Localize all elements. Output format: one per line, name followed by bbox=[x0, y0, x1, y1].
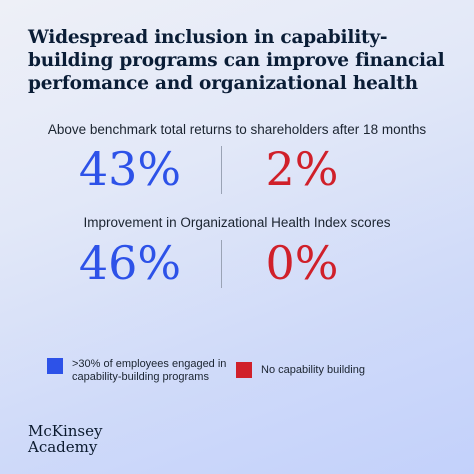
chart-title: Widespread inclusion in capability-build… bbox=[28, 27, 445, 94]
brand-line-1: McKinsey bbox=[28, 422, 103, 440]
legend-swatch-blue bbox=[47, 358, 63, 374]
legend-item-no-capability: No capability building bbox=[236, 362, 436, 378]
stat-no-capability-tsr: 2% bbox=[265, 142, 339, 196]
brand-line-2: Academy bbox=[28, 438, 98, 456]
legend-label-no-capability: No capability building bbox=[261, 364, 365, 376]
stat-capability-ohi: 46% bbox=[78, 236, 182, 290]
legend-label-capability: >30% of employees engaged in capability-… bbox=[72, 358, 227, 383]
metric-label-tsr: Above benchmark total returns to shareho… bbox=[47, 122, 427, 137]
metric-label-ohi: Improvement in Organizational Health Ind… bbox=[83, 215, 391, 230]
brand-logo: McKinsey Academy bbox=[28, 423, 102, 455]
stat-capability-tsr: 43% bbox=[78, 142, 182, 196]
legend-item-capability: >30% of employees engaged in capability-… bbox=[47, 358, 227, 384]
legend-swatch-red bbox=[236, 362, 252, 378]
metric-divider-1 bbox=[221, 146, 222, 194]
metric-divider-2 bbox=[221, 240, 222, 288]
stat-no-capability-ohi: 0% bbox=[265, 236, 339, 290]
